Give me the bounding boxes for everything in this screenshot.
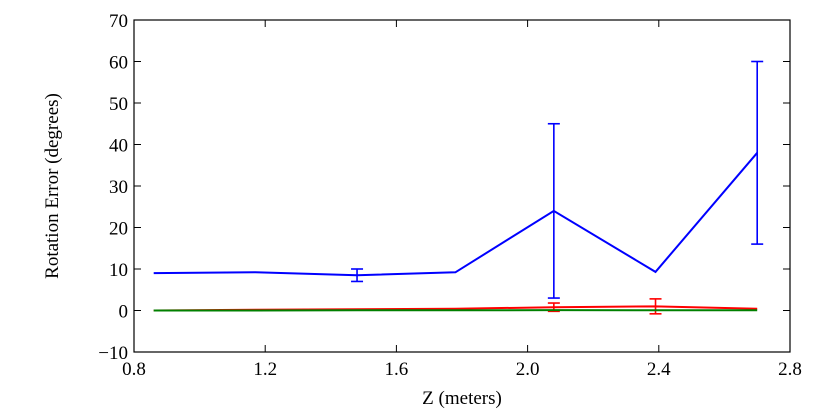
x-axis-label: Z (meters)	[422, 388, 502, 409]
y-axis-label: Rotation Error (degrees)	[42, 93, 63, 279]
x-tick-label: 1.2	[253, 359, 277, 380]
x-tick-label: 2.4	[647, 359, 671, 380]
series-layer	[153, 60, 764, 315]
x-tick-label: 0.8	[122, 359, 146, 380]
y-tick-label: 0	[119, 302, 129, 323]
plot-area	[134, 20, 790, 352]
series-0-errorbar	[351, 268, 364, 283]
y-tick-label: 50	[109, 94, 128, 115]
x-tick-label: 1.6	[385, 359, 409, 380]
x-tick-label: 2.8	[778, 359, 802, 380]
y-tick-label: 70	[109, 11, 128, 32]
ticks-layer: 0.8 1.2 1.6 2.0 2.4 2.8 −10 0 10 20 30 40 50 60 70	[98, 11, 802, 380]
y-tick-label: 40	[109, 136, 128, 157]
series-1-errorbar	[649, 298, 662, 315]
x-tick-label: 2.0	[516, 359, 540, 380]
y-tick-label: 10	[109, 260, 128, 281]
y-tick-label: 20	[109, 219, 128, 240]
series-0-errorbar	[751, 60, 764, 245]
y-tick-label: −10	[98, 343, 128, 364]
y-tick-label: 30	[109, 177, 128, 198]
series-0-line	[153, 152, 758, 277]
series-0-errorbar	[547, 122, 560, 299]
y-tick-label: 60	[109, 53, 128, 74]
